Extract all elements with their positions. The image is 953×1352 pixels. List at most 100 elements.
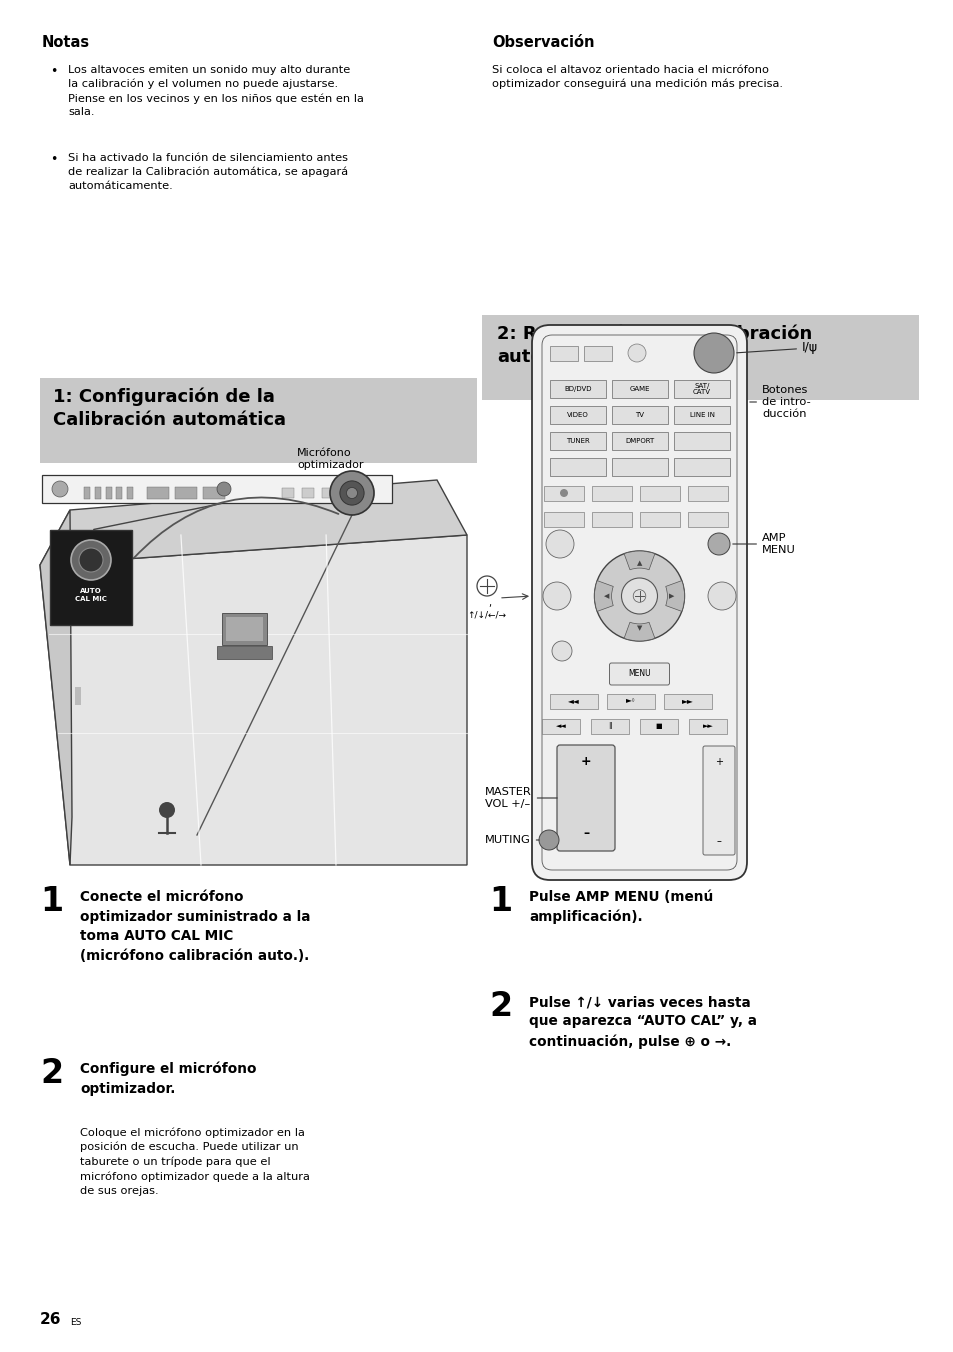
Bar	[94, 487, 101, 499]
Bar	[687, 485, 727, 502]
Text: MASTER
VOL +/–: MASTER VOL +/–	[484, 787, 557, 808]
Circle shape	[79, 548, 103, 572]
Circle shape	[346, 488, 357, 499]
Text: ↑/↓/←/→: ↑/↓/←/→	[467, 611, 506, 621]
Text: 1: Configuración de la
Calibración automática: 1: Configuración de la Calibración autom…	[53, 388, 286, 430]
Text: Notas: Notas	[42, 35, 90, 50]
Text: ES: ES	[70, 1318, 81, 1328]
Text: •: •	[50, 65, 57, 78]
Bar	[543, 485, 583, 502]
Text: +: +	[714, 757, 722, 767]
Text: Los altavoces emiten un sonido muy alto durante
la calibración y el volumen no p: Los altavoces emiten un sonido muy alto …	[68, 65, 363, 118]
Text: AUTO
CAL MIC: AUTO CAL MIC	[75, 588, 107, 602]
Bar	[663, 694, 711, 708]
Bar	[550, 380, 605, 397]
Text: 2: 2	[489, 990, 512, 1023]
Text: LINE IN: LINE IN	[689, 412, 714, 418]
Text: TV: TV	[635, 412, 644, 418]
Circle shape	[542, 581, 571, 610]
Wedge shape	[665, 580, 684, 611]
Text: 2: 2	[40, 1057, 63, 1090]
Circle shape	[545, 530, 574, 558]
Text: ■: ■	[655, 723, 661, 729]
Text: MENU: MENU	[627, 669, 650, 679]
FancyBboxPatch shape	[609, 662, 669, 685]
Circle shape	[594, 552, 684, 641]
Bar	[612, 380, 667, 397]
Text: ◄◄: ◄◄	[568, 696, 579, 706]
Bar	[361, 488, 374, 498]
Bar	[147, 487, 169, 499]
Bar	[639, 485, 679, 502]
Text: ▶: ▶	[668, 594, 674, 599]
Wedge shape	[623, 622, 654, 641]
Polygon shape	[40, 510, 71, 865]
Bar	[612, 406, 667, 425]
Bar	[216, 646, 272, 658]
Bar	[583, 346, 612, 361]
Bar	[612, 458, 667, 476]
Text: Pulse ↑/↓ varias veces hasta
que aparezca “AUTO CAL” y, a
continuación, pulse ⊕ : Pulse ↑/↓ varias veces hasta que aparezc…	[529, 995, 757, 1049]
Text: Conecte el micrófono
optimizador suministrado a la
toma AUTO CAL MIC
(micrófono : Conecte el micrófono optimizador suminis…	[80, 890, 310, 963]
Text: Si ha activado la función de silenciamiento antes
de realizar la Calibración aut: Si ha activado la función de silenciamie…	[68, 153, 348, 191]
Bar	[612, 433, 667, 450]
Bar	[282, 488, 294, 498]
Text: Configure el micrófono
optimizador.: Configure el micrófono optimizador.	[80, 1063, 256, 1096]
Text: Pulse AMP MENU (menú
amplificación).: Pulse AMP MENU (menú amplificación).	[529, 890, 713, 925]
Bar	[50, 530, 132, 625]
Text: BD/DVD: BD/DVD	[563, 387, 591, 392]
Text: Si coloca el altavoz orientado hacia el micrófono
optimizador conseguirá una med: Si coloca el altavoz orientado hacia el …	[492, 65, 782, 89]
Bar	[592, 512, 631, 527]
Bar	[606, 694, 655, 708]
Circle shape	[627, 343, 645, 362]
Polygon shape	[40, 535, 467, 865]
Circle shape	[620, 579, 657, 614]
Circle shape	[71, 539, 111, 580]
Wedge shape	[594, 580, 613, 611]
Text: +: +	[580, 756, 591, 768]
Circle shape	[552, 641, 572, 661]
Text: ◀: ◀	[604, 594, 609, 599]
Bar	[673, 380, 729, 397]
Bar	[481, 315, 918, 400]
Bar	[75, 687, 81, 704]
Bar	[673, 406, 729, 425]
Bar	[322, 488, 334, 498]
Bar	[592, 485, 631, 502]
Bar	[127, 487, 132, 499]
Bar	[40, 379, 476, 462]
Circle shape	[339, 481, 364, 506]
Bar	[543, 512, 583, 527]
Text: ►◦: ►◦	[625, 696, 636, 706]
Bar	[226, 617, 263, 641]
Text: Coloque el micrófono optimizador en la
posición de escucha. Puede utilizar un
ta: Coloque el micrófono optimizador en la p…	[80, 1128, 310, 1195]
Text: ‖: ‖	[608, 722, 611, 730]
Text: Botones
de intro-
ducción: Botones de intro- ducción	[749, 385, 810, 419]
Bar	[550, 433, 605, 450]
Text: ,: ,	[488, 598, 491, 608]
Text: I/ψ: I/ψ	[736, 342, 818, 354]
Bar	[541, 719, 579, 734]
Text: 2: Realización de la Calibración
automática: 2: Realización de la Calibración automát…	[497, 324, 811, 366]
Bar	[174, 487, 196, 499]
Circle shape	[707, 581, 735, 610]
Bar	[550, 694, 598, 708]
Text: 1: 1	[489, 886, 512, 918]
Bar	[75, 607, 81, 625]
Bar	[639, 512, 679, 527]
Circle shape	[707, 533, 729, 556]
Circle shape	[159, 802, 174, 818]
FancyBboxPatch shape	[532, 324, 746, 880]
Bar	[590, 719, 628, 734]
Text: VIDEO: VIDEO	[566, 412, 588, 418]
Bar	[688, 719, 726, 734]
Circle shape	[538, 830, 558, 850]
FancyBboxPatch shape	[702, 746, 734, 854]
Bar	[42, 475, 392, 503]
Bar	[203, 487, 225, 499]
Bar	[687, 512, 727, 527]
Text: 26: 26	[40, 1311, 61, 1328]
FancyBboxPatch shape	[557, 745, 615, 850]
Text: ◄◄: ◄◄	[555, 723, 566, 729]
Text: MUTING: MUTING	[484, 836, 538, 845]
